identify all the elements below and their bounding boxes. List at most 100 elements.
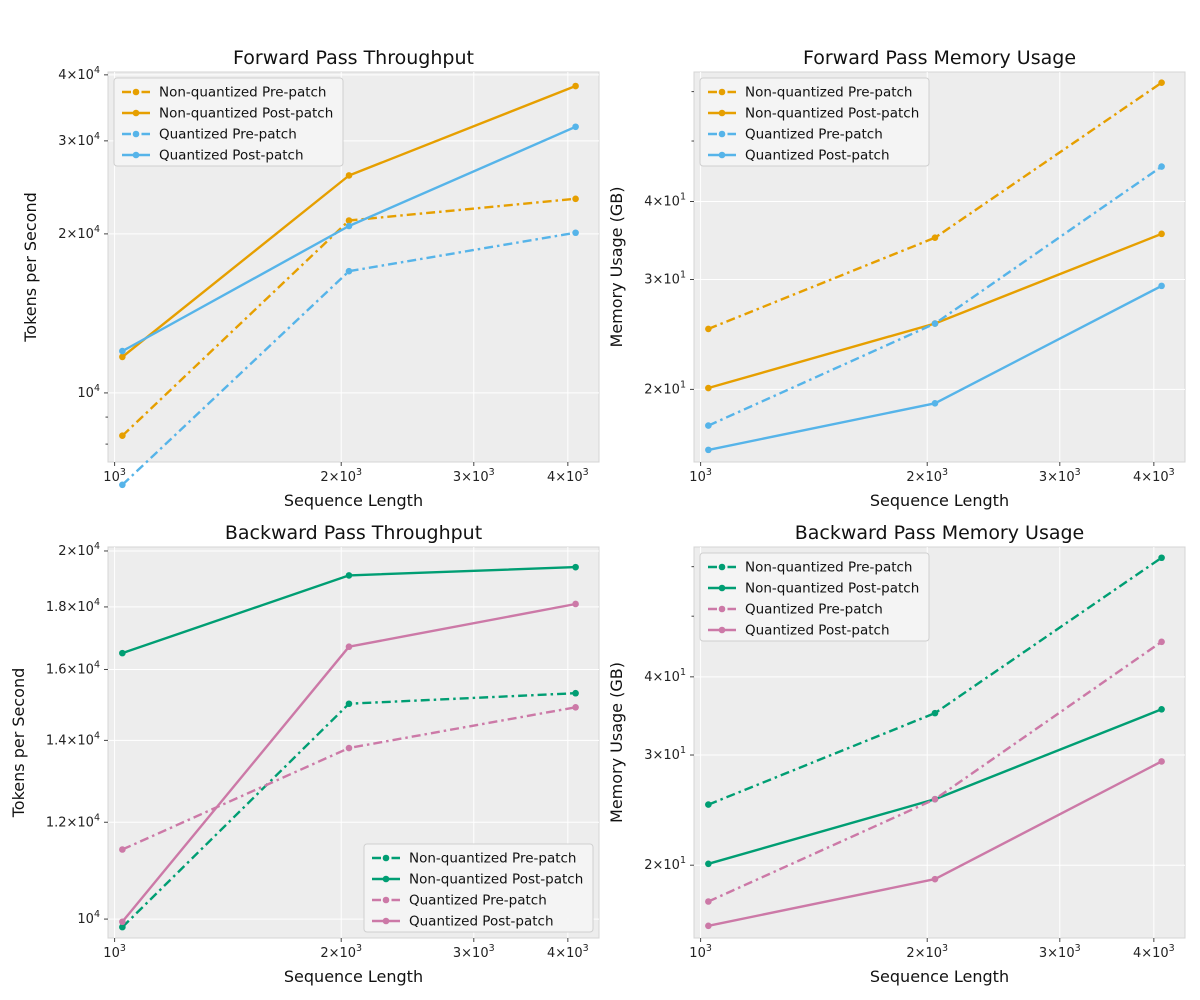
data-point bbox=[1158, 163, 1165, 170]
series-line-1 bbox=[707, 556, 1163, 806]
y-axis-label: Tokens per Second bbox=[9, 668, 28, 819]
legend-marker bbox=[718, 584, 726, 592]
x-tick-label: 4×103 bbox=[547, 467, 589, 485]
data-point bbox=[1158, 79, 1165, 87]
data-point bbox=[345, 222, 353, 230]
data-point bbox=[1158, 705, 1165, 713]
legend-entry: Quantized Pre-patch bbox=[745, 127, 883, 143]
y-tick-label: 3×101 bbox=[644, 745, 686, 763]
chart-title: Forward Pass Memory Usage bbox=[803, 47, 1076, 69]
legend-marker bbox=[132, 130, 140, 138]
x-tick-label: 4×103 bbox=[1133, 467, 1175, 485]
y-axis-label: Memory Usage (GB) bbox=[607, 662, 626, 823]
data-point bbox=[119, 347, 126, 355]
legend-marker bbox=[718, 151, 726, 159]
x-axis-label: Sequence Length bbox=[284, 491, 423, 510]
y-tick-label: 1.6×104 bbox=[46, 659, 100, 677]
legend-entry: Non-quantized Pre-patch bbox=[159, 85, 326, 101]
legend-entry: Quantized Post-patch bbox=[745, 148, 890, 164]
legend-entry: Quantized Post-patch bbox=[409, 914, 554, 930]
chart-title: Backward Pass Memory Usage bbox=[795, 522, 1084, 544]
legend: Non-quantized Pre-patch Non-quantized Pos… bbox=[363, 843, 594, 933]
chart-panel-3: 103 2×103 3×103 4×103 104 1.2×104 1.4×104 1.6×1… bbox=[9, 522, 600, 986]
data-point bbox=[345, 700, 353, 708]
legend-marker bbox=[132, 88, 140, 96]
x-tick-label: 3×103 bbox=[453, 943, 495, 961]
y-tick-label: 104 bbox=[77, 909, 100, 927]
legend: Non-quantized Pre-patch Non-quantized Pos… bbox=[699, 77, 930, 167]
legend-entry: Non-quantized Pre-patch bbox=[745, 85, 912, 101]
data-point bbox=[119, 923, 126, 931]
x-tick-label: 103 bbox=[103, 943, 126, 961]
data-point bbox=[572, 195, 579, 203]
data-point bbox=[1158, 638, 1165, 646]
data-point bbox=[345, 172, 353, 179]
data-point bbox=[931, 234, 939, 242]
legend-entry: Quantized Pre-patch bbox=[159, 127, 297, 143]
y-tick-label: 2×101 bbox=[644, 855, 686, 873]
x-tick-label: 2×103 bbox=[906, 943, 948, 961]
legend-marker bbox=[718, 605, 726, 613]
data-point bbox=[119, 432, 126, 439]
data-point bbox=[345, 217, 353, 224]
data-point bbox=[572, 689, 579, 697]
x-axis-label: Sequence Length bbox=[284, 967, 423, 986]
x-tick-label: 103 bbox=[689, 943, 712, 961]
data-point bbox=[705, 446, 712, 454]
legend-marker bbox=[718, 626, 726, 634]
x-tick-label: 3×103 bbox=[453, 467, 495, 485]
data-point bbox=[1158, 758, 1165, 765]
legend-entry: Quantized Post-patch bbox=[159, 148, 304, 164]
series-line-1 bbox=[707, 81, 1163, 331]
y-tick-label: 4×104 bbox=[58, 65, 100, 83]
x-tick-label: 103 bbox=[103, 467, 126, 485]
legend-box bbox=[699, 552, 930, 642]
legend-marker bbox=[718, 130, 726, 138]
legend: Non-quantized Pre-patch Non-quantized Pos… bbox=[113, 77, 344, 167]
data-point bbox=[1158, 230, 1165, 238]
legend-box bbox=[699, 77, 930, 167]
y-tick-label: 104 bbox=[77, 383, 100, 401]
chart-title: Forward Pass Throughput bbox=[233, 47, 474, 69]
y-axis-label: Tokens per Second bbox=[21, 192, 40, 343]
x-tick-label: 2×103 bbox=[906, 467, 948, 485]
data-point bbox=[705, 801, 712, 808]
y-tick-label: 2×101 bbox=[644, 379, 686, 397]
data-point bbox=[931, 709, 939, 717]
y-tick-label: 1.4×104 bbox=[46, 730, 100, 748]
data-point bbox=[931, 795, 939, 803]
x-tick-label: 103 bbox=[689, 467, 712, 485]
y-tick-label: 3×104 bbox=[58, 131, 100, 149]
legend-entry: Quantized Pre-patch bbox=[409, 893, 547, 909]
legend-marker bbox=[718, 563, 726, 571]
data-point bbox=[119, 918, 126, 926]
legend-marker bbox=[718, 109, 726, 117]
data-point bbox=[705, 898, 712, 905]
data-point bbox=[572, 123, 579, 131]
y-tick-label: 1.2×104 bbox=[46, 812, 100, 830]
legend-entry: Quantized Pre-patch bbox=[745, 602, 883, 618]
x-tick-label: 4×103 bbox=[547, 943, 589, 961]
data-point bbox=[345, 572, 353, 579]
x-axis-label: Sequence Length bbox=[870, 491, 1009, 510]
y-tick-label: 3×101 bbox=[644, 269, 686, 287]
chart-panel-4: 103 2×103 3×103 4×103 2×101 3×101 4×101 Backwar… bbox=[607, 522, 1186, 986]
legend-box bbox=[363, 843, 594, 933]
legend-entry: Non-quantized Pre-patch bbox=[745, 560, 912, 576]
legend-entry: Quantized Post-patch bbox=[745, 623, 890, 639]
data-point bbox=[931, 320, 939, 327]
data-point bbox=[705, 860, 712, 868]
x-tick-label: 2×103 bbox=[320, 467, 362, 485]
legend-marker bbox=[132, 109, 140, 117]
data-point bbox=[931, 875, 939, 883]
y-tick-label: 4×101 bbox=[644, 667, 686, 685]
y-axis-label: Memory Usage (GB) bbox=[607, 187, 626, 348]
legend-marker bbox=[382, 854, 390, 862]
legend-entry: Non-quantized Post-patch bbox=[745, 106, 919, 122]
y-tick-label: 4×101 bbox=[644, 192, 686, 210]
data-point bbox=[119, 649, 126, 657]
chart-panel-2: 103 2×103 3×103 4×103 2×101 3×101 4×101 Forward… bbox=[607, 47, 1186, 510]
y-tick-label: 1.8×104 bbox=[46, 597, 100, 615]
data-point bbox=[572, 563, 579, 571]
